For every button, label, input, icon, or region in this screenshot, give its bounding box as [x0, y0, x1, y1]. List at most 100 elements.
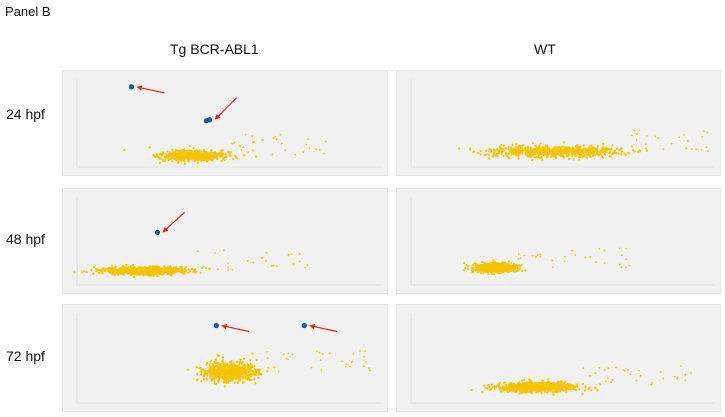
data-point [615, 366, 617, 369]
data-point [625, 266, 627, 269]
data-point [363, 365, 365, 368]
data-point [227, 266, 230, 269]
data-point [192, 147, 195, 150]
data-point [500, 144, 503, 147]
data-point [514, 151, 517, 154]
data-point [604, 380, 607, 383]
data-point [581, 149, 584, 152]
data-point [531, 154, 534, 157]
data-point [679, 365, 682, 367]
data-point [187, 271, 190, 274]
data-point [490, 383, 493, 386]
data-point [251, 141, 254, 144]
data-point [607, 367, 610, 369]
data-point [364, 350, 366, 352]
data-point [126, 267, 129, 270]
data-point [550, 155, 553, 158]
data-point [147, 269, 150, 272]
data-point [324, 140, 327, 143]
data-point [177, 160, 180, 163]
data-point [507, 148, 510, 151]
data-point [222, 157, 225, 160]
data-point [662, 377, 665, 380]
data-point [628, 152, 631, 155]
data-point [179, 265, 182, 268]
data-point [591, 153, 595, 156]
data-point [486, 270, 489, 273]
data-point [251, 352, 254, 355]
data-point [481, 260, 484, 264]
data-point [368, 367, 371, 369]
data-point [480, 269, 483, 272]
data-point [494, 270, 497, 273]
data-point [302, 151, 305, 154]
data-point [574, 150, 578, 153]
data-point [230, 366, 233, 369]
data-point [530, 381, 533, 384]
data-point [556, 385, 559, 388]
data-point [625, 258, 628, 261]
data-point [190, 268, 193, 271]
data-point [574, 385, 577, 388]
data-point [580, 153, 583, 156]
data-point [547, 147, 550, 150]
data-point [234, 374, 237, 377]
data-point [581, 393, 584, 396]
data-point [466, 267, 469, 270]
data-point [208, 363, 211, 367]
data-point [237, 371, 240, 375]
data-point [315, 148, 318, 151]
data-point [216, 353, 220, 356]
data-point [519, 257, 522, 259]
data-point [162, 272, 165, 275]
data-point [511, 143, 514, 146]
data-point [151, 267, 154, 270]
data-point [219, 152, 222, 155]
data-point [483, 266, 486, 269]
data-point [179, 149, 182, 152]
row-label-48hpf: 48 hpf [6, 231, 45, 247]
data-point [563, 260, 566, 263]
data-point [359, 350, 361, 352]
data-point [221, 152, 224, 155]
data-point [507, 152, 510, 155]
data-point [213, 370, 216, 373]
data-point [181, 157, 184, 160]
data-point [554, 150, 557, 153]
data-point [194, 270, 198, 274]
data-point [464, 267, 467, 270]
data-point [242, 375, 245, 379]
data-point [474, 266, 477, 269]
data-point [504, 263, 507, 266]
data-point [193, 157, 196, 160]
data-point [188, 145, 191, 148]
data-point [575, 147, 578, 150]
data-point [148, 146, 151, 149]
data-point [503, 268, 506, 271]
data-point [637, 150, 640, 153]
data-point [165, 156, 168, 159]
data-point [550, 386, 553, 389]
data-point [183, 267, 186, 270]
data-point [140, 266, 144, 269]
data-point [491, 386, 495, 389]
data-point [161, 270, 164, 273]
data-point [493, 149, 496, 152]
data-point [525, 389, 528, 392]
data-point [526, 145, 529, 148]
data-point [542, 383, 545, 387]
data-point [483, 384, 486, 387]
data-point [548, 153, 551, 156]
data-point [637, 369, 640, 372]
data-point [518, 264, 521, 267]
scatter-svg [76, 313, 381, 404]
data-point [582, 147, 586, 151]
data-point [203, 152, 206, 155]
data-point [606, 147, 609, 150]
data-point [561, 384, 564, 387]
data-point [529, 385, 532, 388]
data-point [514, 384, 517, 387]
data-point [620, 153, 623, 156]
data-point [560, 154, 563, 157]
data-point [563, 151, 566, 154]
